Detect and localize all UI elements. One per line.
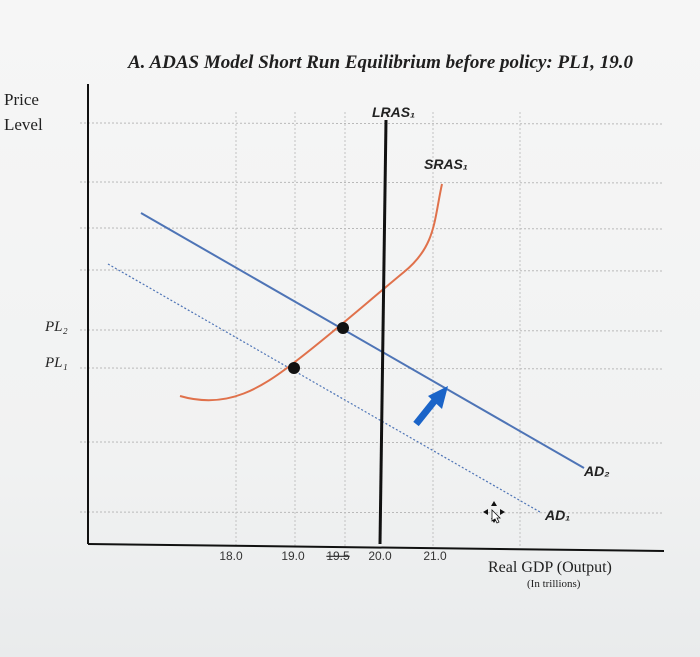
x-tick-label: 19.0 <box>281 549 305 563</box>
x-axis-label: Real GDP (Output) <box>488 559 612 576</box>
grid <box>79 112 665 546</box>
lras1-curve <box>378 119 388 545</box>
x-tick-label: 18.0 <box>219 549 243 563</box>
pl2-label: PL₂ <box>44 319 68 335</box>
x-tick-label: 20.0 <box>368 549 392 563</box>
equilibrium-point-2 <box>337 322 349 334</box>
x-axis <box>87 543 665 552</box>
ad1-label: AD₁ <box>544 507 570 523</box>
lras1-label: LRAS₁ <box>372 104 415 120</box>
grid-line-h <box>79 181 665 184</box>
grid-line-h <box>79 329 665 332</box>
y-axis-label-line1: Price <box>4 90 39 109</box>
x-tick-label: 21.0 <box>423 549 447 563</box>
grid-line-h <box>79 441 665 444</box>
pl1-label: PL₁ <box>44 355 68 371</box>
ad2-label: AD₂ <box>583 463 610 479</box>
sras1-label: SRAS₁ <box>424 156 468 172</box>
sras1-curve <box>179 183 443 402</box>
y-axis-label: Price Level <box>4 90 43 134</box>
ad2-curve <box>140 212 585 469</box>
y-axis-label-line2: Level <box>4 115 43 134</box>
grid-line-h <box>79 227 665 230</box>
grid-line-h <box>79 269 665 272</box>
grid-line-h <box>79 122 665 125</box>
x-axis-sublabel: (In trillions) <box>527 578 581 590</box>
x-tick-label: 19.5 <box>326 549 350 563</box>
ad1-curve <box>107 263 541 513</box>
grid-line-h <box>79 367 665 370</box>
move-cursor-icon <box>483 501 505 524</box>
chart-title: A. ADAS Model Short Run Equilibrium befo… <box>127 52 633 73</box>
shift-arrow <box>413 386 448 427</box>
x-tick-labels: 18.0 19.0 19.5 20.0 21.0 <box>219 549 447 563</box>
equilibrium-point-1 <box>288 362 300 374</box>
grid-line-h <box>79 511 665 514</box>
